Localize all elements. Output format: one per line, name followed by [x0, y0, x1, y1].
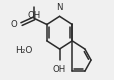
Text: OH: OH	[52, 65, 66, 74]
Text: N: N	[56, 3, 62, 12]
Text: O: O	[10, 20, 17, 29]
Text: OH: OH	[27, 11, 40, 20]
Text: H₂O: H₂O	[15, 46, 32, 55]
